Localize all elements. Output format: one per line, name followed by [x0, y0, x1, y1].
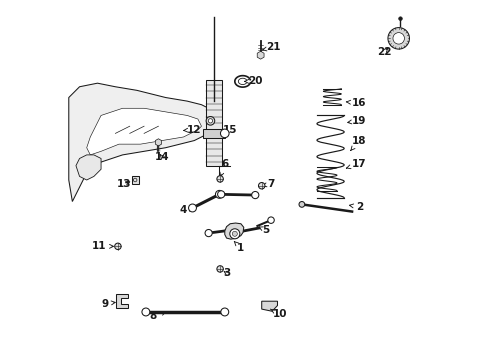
Text: 14: 14 [154, 152, 169, 162]
Text: 4: 4 [180, 206, 193, 216]
Circle shape [232, 231, 237, 236]
Circle shape [142, 308, 149, 316]
Circle shape [298, 202, 304, 207]
Circle shape [204, 229, 212, 237]
Polygon shape [86, 108, 201, 155]
Polygon shape [261, 301, 277, 311]
Circle shape [208, 119, 212, 123]
Text: 21: 21 [262, 42, 280, 52]
Text: 1: 1 [234, 242, 244, 253]
Circle shape [217, 266, 223, 272]
Text: 2: 2 [349, 202, 362, 212]
Circle shape [206, 117, 214, 125]
Circle shape [398, 17, 402, 21]
Polygon shape [206, 80, 222, 166]
Text: 20: 20 [244, 76, 262, 86]
Circle shape [215, 190, 223, 198]
Circle shape [115, 243, 121, 249]
Polygon shape [76, 155, 101, 180]
Polygon shape [69, 83, 212, 202]
Text: 11: 11 [92, 241, 113, 251]
Text: 8: 8 [149, 311, 165, 321]
Text: 7: 7 [262, 179, 275, 189]
Text: 3: 3 [223, 268, 230, 278]
Circle shape [217, 176, 223, 182]
Circle shape [220, 129, 228, 138]
Circle shape [229, 229, 239, 239]
Text: 16: 16 [346, 98, 366, 108]
Circle shape [258, 183, 264, 189]
Text: 18: 18 [350, 136, 366, 150]
Circle shape [267, 217, 274, 224]
Circle shape [221, 308, 228, 316]
Polygon shape [116, 294, 127, 309]
Polygon shape [203, 129, 224, 138]
Text: 5: 5 [259, 225, 269, 235]
Text: 13: 13 [117, 179, 131, 189]
Text: 10: 10 [270, 309, 287, 319]
Circle shape [251, 192, 258, 199]
Circle shape [217, 191, 224, 198]
Circle shape [188, 204, 196, 212]
FancyBboxPatch shape [131, 176, 139, 184]
Text: 12: 12 [183, 125, 201, 135]
Polygon shape [224, 223, 244, 239]
Circle shape [392, 33, 404, 44]
Text: 15: 15 [219, 125, 237, 135]
Text: 19: 19 [347, 116, 366, 126]
Circle shape [387, 28, 408, 49]
Text: 22: 22 [376, 46, 391, 57]
Text: 9: 9 [101, 299, 115, 309]
Text: 17: 17 [346, 159, 366, 169]
Text: 6: 6 [220, 159, 228, 176]
